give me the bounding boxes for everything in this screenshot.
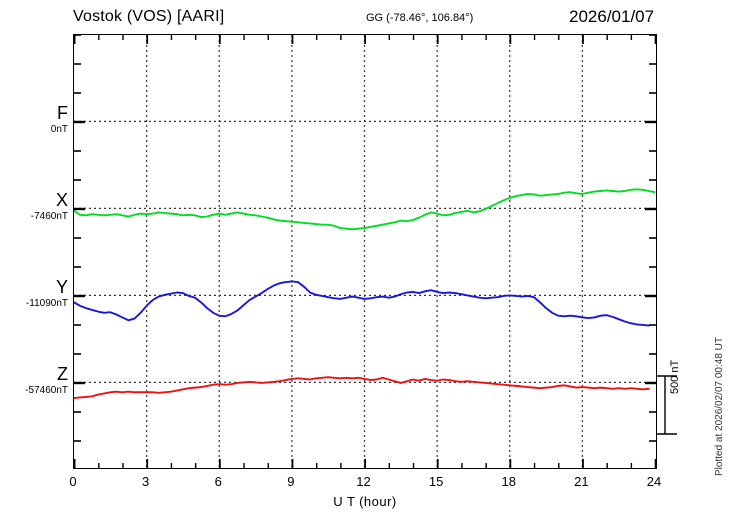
x-tick-label-0: 0 xyxy=(69,474,77,489)
x-tick-label-15: 15 xyxy=(428,474,444,489)
component-baseline-f: 0nT xyxy=(50,124,68,135)
plot-frame xyxy=(73,34,657,469)
x-tick-label-12: 12 xyxy=(356,474,371,489)
geographic-coordinates: GG (-78.46°, 106.84°) xyxy=(366,12,474,24)
x-tick-label-6: 6 xyxy=(214,474,222,489)
station-title: Vostok (VOS) [AARI] xyxy=(73,8,225,25)
x-tick-label-9: 9 xyxy=(287,474,295,489)
component-label-z: Z -57460nT xyxy=(0,365,68,396)
component-baseline-x: -7460nT xyxy=(30,211,68,222)
x-tick-label-3: 3 xyxy=(142,474,150,489)
component-baseline-y: -11090nT xyxy=(25,298,68,309)
component-symbol-x: X xyxy=(55,190,68,210)
observation-date: 2026/01/07 xyxy=(569,7,655,26)
axis-ticks xyxy=(73,34,657,468)
plotted-timestamp: Plotted at 2026/02/07 00:48 UT xyxy=(714,337,725,476)
component-symbol-z: Z xyxy=(57,364,68,384)
component-symbol-f: F xyxy=(57,103,68,123)
plot-area xyxy=(74,35,656,468)
scale-bar-label: 500 nT xyxy=(669,359,681,394)
magnetogram-traces xyxy=(74,35,655,467)
x-tick-label-24: 24 xyxy=(646,474,662,489)
component-label-f: F 0nT xyxy=(0,104,68,135)
x-axis-title-a: U T xyxy=(333,494,356,509)
x-axis-title: U T (hour) xyxy=(0,494,730,509)
component-label-y: Y -11090nT xyxy=(0,278,68,309)
component-label-x: X -7460nT xyxy=(0,191,68,222)
x-tick-label-21: 21 xyxy=(574,474,589,489)
component-baseline-z: -57460nT xyxy=(25,385,68,396)
scale-bar-icon xyxy=(656,375,677,435)
x-axis-title-b: (hour) xyxy=(359,494,397,509)
component-symbol-y: Y xyxy=(55,277,68,297)
x-tick-label-18: 18 xyxy=(501,474,516,489)
